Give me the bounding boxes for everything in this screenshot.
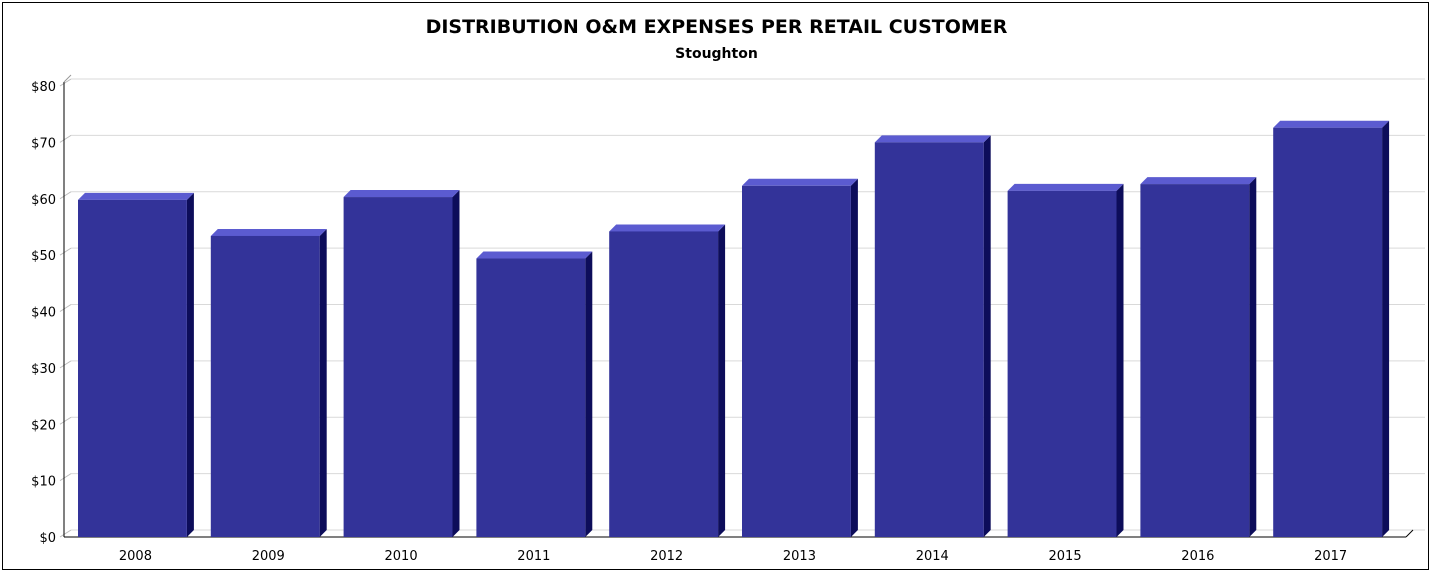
bar-front bbox=[742, 185, 851, 537]
y-tick-label: $30 bbox=[31, 362, 56, 377]
y-tick-label: $50 bbox=[31, 249, 56, 264]
bar-front bbox=[476, 258, 586, 537]
x-tick-labels: 2008 2009 2010 2011 2012 2013 2014 2015 2016 2017 bbox=[119, 549, 1347, 564]
bar-top bbox=[78, 192, 194, 200]
bar-front bbox=[1273, 127, 1383, 537]
bar-front bbox=[343, 197, 453, 537]
bar-side bbox=[585, 251, 593, 537]
bar-top bbox=[1007, 183, 1124, 191]
gridline-depth bbox=[59, 473, 72, 482]
bar-side bbox=[319, 228, 327, 537]
bar-top bbox=[609, 224, 726, 232]
bar-2008 bbox=[78, 192, 194, 537]
bar-front bbox=[609, 231, 719, 537]
x-tick-label: 2010 bbox=[385, 549, 418, 564]
bar-front bbox=[1140, 184, 1250, 537]
bar-top bbox=[1273, 120, 1390, 128]
bar-side bbox=[1249, 177, 1257, 537]
bar-front bbox=[1007, 190, 1117, 538]
gridline-depth bbox=[59, 529, 72, 538]
bar-side bbox=[850, 178, 858, 537]
gridline-depth bbox=[59, 134, 72, 143]
y-axis-depth bbox=[63, 74, 72, 83]
y-tick-label: $80 bbox=[31, 80, 56, 95]
bar-top bbox=[343, 190, 460, 198]
chart-title: DISTRIBUTION O&M EXPENSES PER RETAIL CUS… bbox=[425, 16, 1008, 38]
gridline-depth bbox=[59, 304, 72, 312]
y-tick-label: $0 bbox=[39, 531, 56, 546]
bar-2013 bbox=[742, 178, 858, 537]
y-tick-label: $10 bbox=[31, 475, 56, 490]
bar-2014 bbox=[874, 135, 991, 537]
bar-top bbox=[476, 251, 593, 259]
x-tick-label: 2016 bbox=[1181, 549, 1214, 564]
bar-2016 bbox=[1140, 177, 1257, 537]
gridline-depth bbox=[59, 78, 72, 87]
bar-side bbox=[983, 135, 991, 537]
bar-front bbox=[874, 142, 984, 537]
bar-side bbox=[718, 224, 726, 537]
x-tick-label: 2015 bbox=[1049, 549, 1082, 564]
y-tick-label: $20 bbox=[31, 418, 56, 433]
bar-2017 bbox=[1273, 120, 1390, 537]
gridline-depth bbox=[59, 247, 72, 256]
bar-side bbox=[1382, 120, 1390, 537]
gridline-depth bbox=[59, 416, 72, 425]
y-tick-label: $60 bbox=[31, 193, 56, 208]
x-tick-label: 2009 bbox=[252, 549, 285, 564]
bar-side bbox=[186, 192, 194, 537]
y-tick-label: $40 bbox=[31, 306, 56, 321]
y-tick-labels: $0 $10 $20 $30 $40 $50 $60 $70 $80 bbox=[31, 80, 56, 546]
y-tick-label: $70 bbox=[31, 136, 56, 151]
x-tick-label: 2011 bbox=[517, 549, 550, 564]
chart-subtitle: Stoughton bbox=[675, 46, 758, 62]
bar-side bbox=[1116, 183, 1124, 538]
x-axis-depth bbox=[1405, 529, 1414, 538]
bar-2015 bbox=[1007, 183, 1124, 538]
bars bbox=[78, 120, 1390, 538]
bar-top bbox=[874, 135, 991, 143]
bar-2011 bbox=[476, 251, 593, 537]
bar-2010 bbox=[343, 190, 460, 537]
bar-front bbox=[210, 235, 320, 537]
x-tick-label: 2012 bbox=[650, 549, 683, 564]
bar-top bbox=[742, 178, 858, 186]
bar-top bbox=[1140, 177, 1257, 185]
x-tick-label: 2017 bbox=[1314, 549, 1347, 564]
gridline-depth bbox=[59, 360, 72, 369]
x-tick-label: 2014 bbox=[916, 549, 949, 564]
bar-front bbox=[78, 199, 187, 537]
bar-2012 bbox=[609, 224, 726, 537]
gridline-depth bbox=[59, 191, 72, 200]
bar-2009 bbox=[210, 228, 327, 537]
x-tick-label: 2013 bbox=[783, 549, 816, 564]
bar-side bbox=[452, 190, 460, 537]
x-tick-label: 2008 bbox=[119, 549, 152, 564]
bar-top bbox=[210, 228, 327, 236]
